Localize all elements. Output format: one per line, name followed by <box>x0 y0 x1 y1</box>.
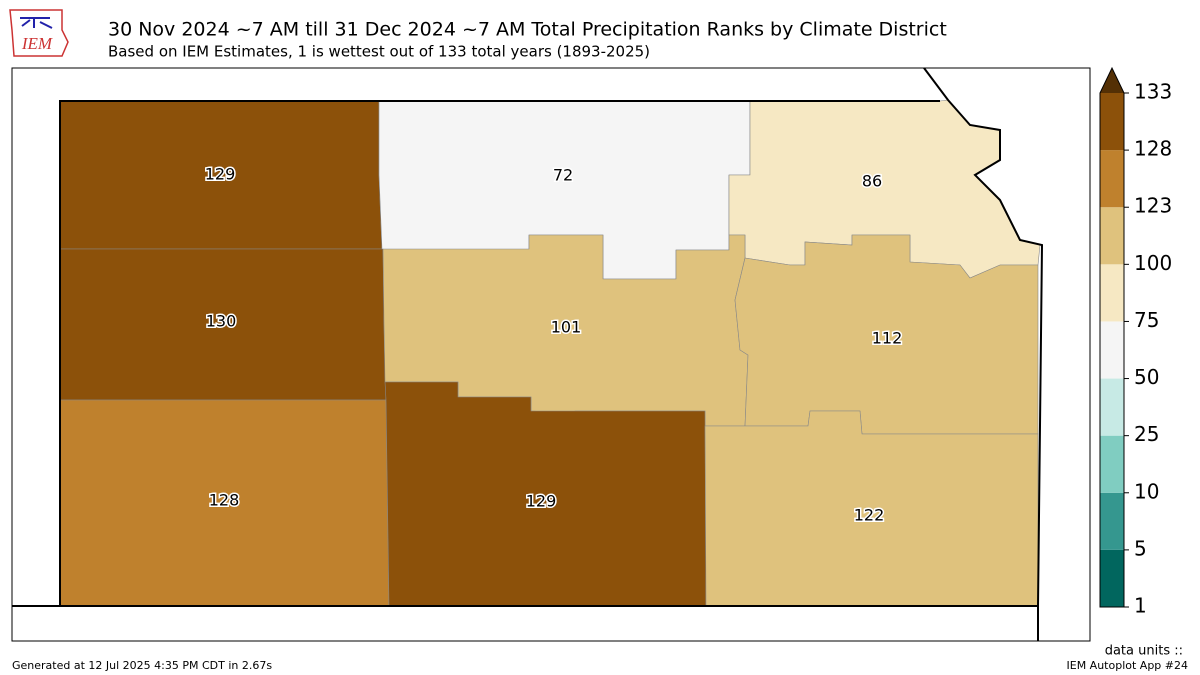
colorbar-frame <box>1099 66 1125 608</box>
footer-generated: Generated at 12 Jul 2025 4:35 PM CDT in … <box>12 659 272 672</box>
state-outline <box>12 67 1044 641</box>
district <box>734 234 1039 435</box>
colorbar-bin <box>1100 93 1124 151</box>
colorbar-bin <box>1100 378 1124 436</box>
colorbar-bin <box>1100 435 1124 493</box>
subtitle: Based on IEM Estimates, 1 is wettest out… <box>108 43 650 61</box>
colorbar: 1 5 10 25 50 75 100 123 128 133 <box>1099 66 1172 618</box>
district-label: 130 <box>206 312 237 331</box>
district-label: 112 <box>872 329 903 348</box>
district <box>384 381 707 607</box>
district-label: 129 <box>205 165 236 184</box>
colorbar-bin <box>1100 207 1124 265</box>
colorbar-bin <box>1100 549 1124 607</box>
units-label: data units :: <box>1105 644 1183 659</box>
districts <box>59 99 1041 607</box>
logo-icon <box>20 17 53 29</box>
title: 30 Nov 2024 ~7 AM till 31 Dec 2024 ~7 AM… <box>108 19 947 41</box>
colorbar-bin <box>1100 321 1124 379</box>
colorbar-tick-label: 128 <box>1134 137 1172 161</box>
logo-outline <box>9 9 69 57</box>
colorbar-tick-label: 75 <box>1134 308 1159 332</box>
district-label: 101 <box>551 318 582 337</box>
colorbar-bin <box>1100 150 1124 208</box>
district-label: 128 <box>209 491 240 510</box>
colorbar-bin <box>1100 492 1124 550</box>
district-labels: 129 72 86 130 101 112 128 129 122 <box>203 163 904 526</box>
logo-text: IEM <box>21 34 53 53</box>
colorbar-tick-label: 25 <box>1134 422 1159 446</box>
colorbar-tick-label: 133 <box>1134 80 1172 104</box>
colorbar-tick-label: 1 <box>1134 594 1147 618</box>
district-label: 72 <box>553 166 573 185</box>
colorbar-tick-label: 50 <box>1134 365 1159 389</box>
colorbar-tick-label: 5 <box>1134 536 1147 560</box>
colorbar-extend <box>1100 68 1124 93</box>
district-label: 122 <box>854 506 885 525</box>
district-label: 86 <box>862 172 882 191</box>
colorbar-tick-label: 10 <box>1134 479 1159 503</box>
district-label: 129 <box>526 492 557 511</box>
colorbar-tick-label: 123 <box>1134 194 1172 218</box>
colorbar-bin <box>1100 264 1124 322</box>
logo: IEM <box>9 9 69 57</box>
footer-app: IEM Autoplot App #24 <box>1067 659 1189 672</box>
colorbar-tick-label: 100 <box>1134 251 1172 275</box>
